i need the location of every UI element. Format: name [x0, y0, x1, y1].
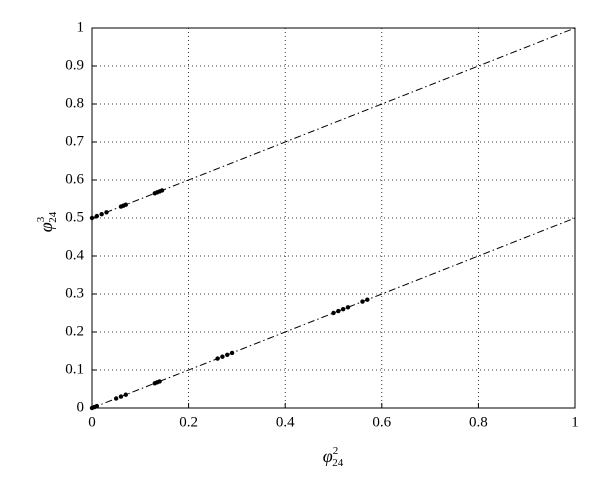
data-point — [157, 379, 162, 384]
y-sub: 24 — [47, 211, 59, 223]
data-point — [360, 299, 365, 304]
data-point — [225, 352, 230, 357]
x-tick-label: 0.4 — [276, 414, 295, 430]
y-tick-label: 0 — [77, 399, 85, 415]
data-point — [113, 396, 119, 401]
y-tick-label: 0.6 — [65, 171, 84, 187]
data-point — [159, 188, 165, 193]
y-tick-label: 0.8 — [65, 95, 84, 111]
y-tick-label: 0.5 — [65, 209, 84, 225]
data-point — [215, 356, 220, 361]
data-point — [94, 403, 100, 409]
data-point — [220, 354, 225, 359]
data-point — [229, 350, 235, 356]
y-sup: 3 — [35, 216, 47, 222]
x-sup: 2 — [333, 445, 339, 457]
x-sub: 24 — [332, 457, 344, 469]
y-axis-title: φ324 — [35, 211, 59, 232]
data-point — [340, 307, 346, 312]
data-point — [118, 394, 124, 399]
data-point — [336, 308, 341, 314]
y-tick-label: 0.4 — [65, 247, 84, 263]
data-point — [123, 202, 129, 207]
data-point — [94, 213, 100, 219]
x-axis-title: φ2 24 — [323, 445, 344, 469]
x-tick-label: 0.6 — [372, 414, 391, 430]
y-tick-label: 0.7 — [65, 133, 84, 149]
x-tick-label: 0.2 — [179, 414, 198, 430]
data-point — [345, 305, 351, 310]
y-tick-label: 0.9 — [65, 57, 84, 73]
y-tick-label: 0.1 — [65, 361, 84, 377]
data-point — [104, 210, 109, 215]
y-tick-label: 0.2 — [65, 323, 84, 339]
x-tick-label: 0.8 — [469, 414, 488, 430]
x-symbol: φ — [323, 446, 333, 466]
y-tick-label: 0.3 — [65, 285, 84, 301]
data-point — [365, 297, 370, 302]
data-point — [123, 392, 129, 397]
data-point — [89, 215, 95, 221]
y-tick-label: 1 — [77, 19, 85, 35]
data-point — [331, 310, 336, 316]
data-point — [99, 212, 104, 217]
x-tick-label: 1 — [571, 414, 579, 430]
x-tick-label: 0 — [88, 414, 96, 430]
y-symbol: φ — [36, 222, 56, 232]
